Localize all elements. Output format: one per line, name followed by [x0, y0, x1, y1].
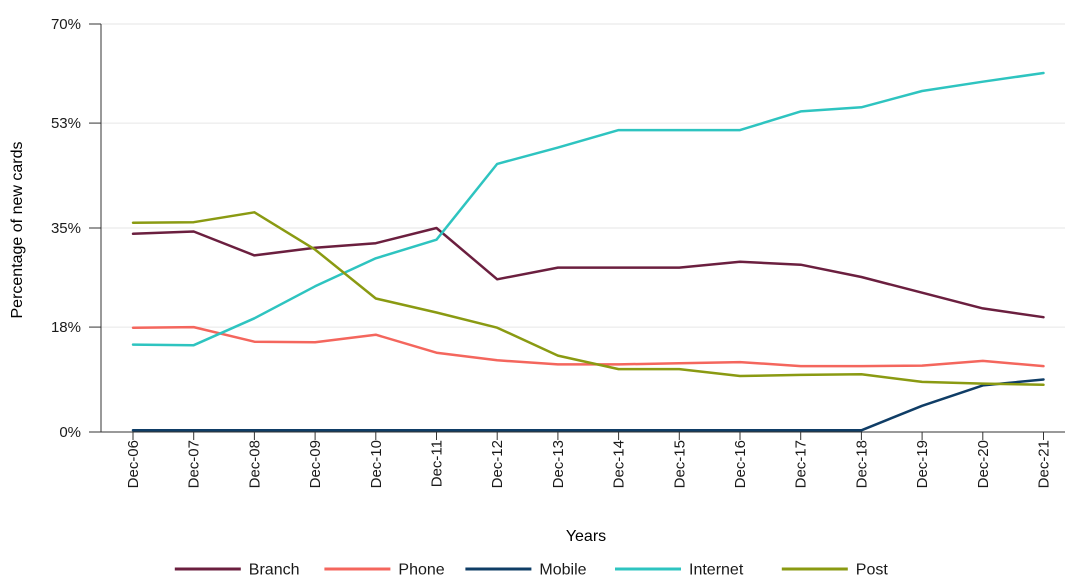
x-axis-title: Years [566, 528, 606, 545]
y-tick-label: 0% [59, 424, 81, 441]
legend-label: Internet [689, 562, 744, 578]
legend-item-internet: Internet [615, 562, 744, 578]
series-line-branch [131, 226, 1045, 319]
x-tick-label: Dec-10 [368, 440, 385, 488]
x-tick-label: Dec-21 [1036, 440, 1053, 488]
axes [89, 23, 1065, 440]
y-tick-label: 18% [51, 319, 81, 336]
x-tick-label: Dec-15 [671, 440, 688, 488]
grid-lines [101, 23, 1065, 328]
x-tick-label: Dec-08 [246, 440, 263, 488]
x-tick-labels: Dec-06 Dec-07 Dec-08 Dec-09 Dec-10 Dec-11 Dec-… [125, 440, 1053, 488]
legend-label: Branch [249, 562, 300, 578]
x-tick-label: Dec-19 [914, 440, 931, 488]
y-tick-label: 35% [51, 220, 81, 237]
x-tick-label: Dec-09 [307, 440, 324, 488]
x-tick-label: Dec-07 [186, 440, 203, 488]
legend-label: Phone [398, 562, 444, 578]
x-tick-label: Dec-13 [550, 440, 567, 488]
y-tick-label: 53% [51, 115, 81, 132]
legend-item-post: Post [781, 562, 889, 578]
series-line-phone [131, 325, 1045, 368]
series-line-post [131, 211, 1045, 387]
x-tick-label: Dec-06 [125, 440, 142, 488]
x-tick-label: Dec-12 [489, 440, 506, 488]
legend-item-mobile: Mobile [465, 562, 587, 578]
legend: Branch Phone Mobile Internet Post [174, 562, 889, 578]
series-line-mobile [131, 378, 1045, 432]
y-axis-title: Percentage of new cards [9, 142, 26, 319]
y-tick-label: 70% [51, 16, 81, 33]
series-lines [131, 71, 1045, 432]
legend-label: Mobile [539, 562, 586, 578]
legend-item-phone: Phone [324, 562, 445, 578]
legend-item-branch: Branch [174, 562, 300, 578]
x-tick-label: Dec-16 [732, 440, 749, 488]
x-tick-label: Dec-11 [429, 440, 446, 487]
legend-label: Post [856, 562, 889, 578]
x-tick-label: Dec-14 [611, 440, 628, 488]
y-tick-labels: 0% 18% 35% 53% 70% [51, 16, 81, 441]
series-line-internet [131, 71, 1045, 347]
x-tick-label: Dec-20 [975, 440, 992, 488]
x-tick-label: Dec-17 [793, 440, 810, 488]
x-tick-label: Dec-18 [853, 440, 870, 488]
